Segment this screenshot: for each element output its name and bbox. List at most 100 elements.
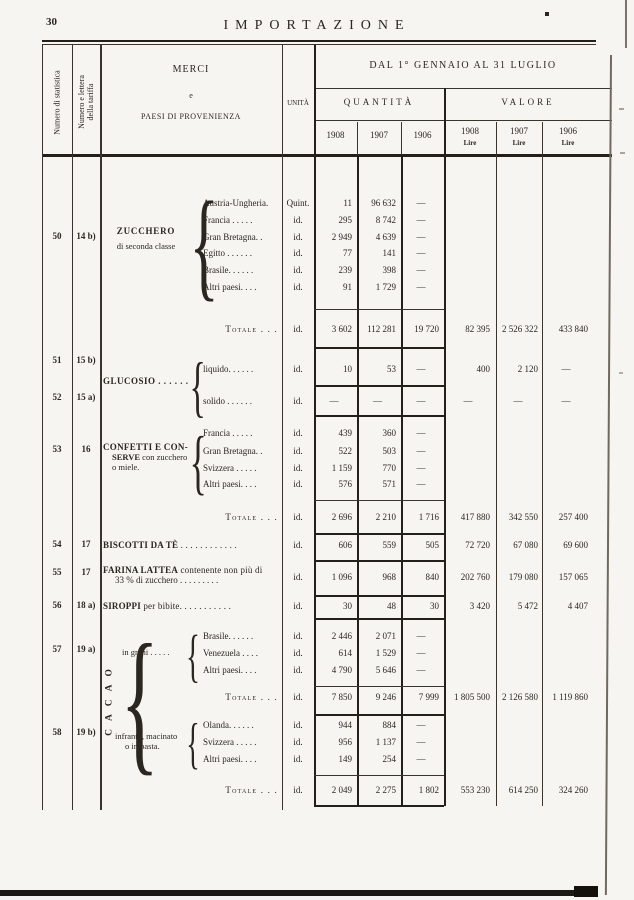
country-label: Francia . . . . . <box>203 215 253 225</box>
bottom-scan-bar <box>0 890 598 896</box>
stat-number: 53 <box>52 444 62 454</box>
qty-1906: 505 <box>425 540 440 550</box>
val-1907: 179 080 <box>508 572 538 582</box>
tariff-number: 17 <box>81 567 91 577</box>
qty-1906: — <box>416 631 426 641</box>
rule-header-bottom <box>42 154 612 157</box>
brace: { <box>189 422 207 502</box>
qty-1906: 19 720 <box>414 324 439 334</box>
totale-label: Totale . . . <box>225 512 278 522</box>
qty-1908: — <box>329 396 339 406</box>
val-1907: 5 472 <box>517 601 538 611</box>
column-header-quantita: QUANTITÀ <box>343 97 415 107</box>
qty-1907: 360 <box>382 428 397 438</box>
table-row: solido . . . . . . id. — — — — — — <box>0 394 634 408</box>
qty-1908: 239 <box>338 265 353 275</box>
country-label: Gran Bretagna. . <box>203 232 263 242</box>
qty-1907: 48 <box>387 601 396 611</box>
bottom-scan-bar-end <box>574 886 598 897</box>
table-row: Francia . . . . . id. 439 360 — <box>0 426 634 440</box>
table-row: Francia . . . . . id. 295 8 742 — <box>0 213 634 227</box>
country-label: Olanda. . . . . . <box>203 720 254 730</box>
qty-1908: 149 <box>338 754 353 764</box>
grid-line <box>496 122 497 806</box>
year-qty-1907: 1907 <box>370 130 388 140</box>
page-edge-line-top <box>625 0 627 48</box>
lire-label: Lire <box>561 139 575 147</box>
table-row-totale: Totale . . . id. 3 602 112 281 19 720 82… <box>0 322 634 336</box>
qty-1907: 4 639 <box>375 232 396 242</box>
country-label: Francia . . . . . <box>203 428 253 438</box>
table-row: Altri paesi. . . . id. 576 571 — <box>0 477 634 491</box>
unit-cell: id. <box>293 648 303 658</box>
table-row: Altri paesi. . . . id. 91 1 729 — <box>0 280 634 294</box>
grid-line <box>314 347 444 349</box>
table-row: Svizzera . . . . . id. 1 159 770 — <box>0 461 634 475</box>
grid-line <box>357 155 359 806</box>
qty-1907: 8 742 <box>375 215 396 225</box>
brace: { <box>189 348 206 424</box>
grid-line <box>314 560 444 562</box>
commodity-siroppi: SIROPPI <box>103 601 141 611</box>
country-label: Altri paesi. . . . <box>203 479 257 489</box>
commodity-biscotti: BISCOTTI DA TÈ <box>103 540 179 550</box>
column-header-paesi: PAESI DI PROVENIENZA <box>141 112 241 121</box>
table-row: Austria-Ungheria. Quint. 11 96 632 — <box>0 196 634 210</box>
unit-cell: id. <box>293 215 303 225</box>
qty-1907: 53 <box>387 364 396 374</box>
grid-line <box>314 385 444 387</box>
qty-1907: 968 <box>382 572 397 582</box>
country-label: Altri paesi. . . . <box>203 665 257 675</box>
country-label: Brasile. . . . . . <box>203 631 254 641</box>
grid-line <box>314 45 316 807</box>
rule-under-period <box>314 88 612 89</box>
qty-1907: 884 <box>382 720 397 730</box>
qty-1907: 398 <box>382 265 397 275</box>
unit-cell: id. <box>293 428 303 438</box>
commodity-confetti-l2-rest: con zucchero <box>140 452 188 462</box>
commodity-confetti-l3: o miele. <box>112 462 140 472</box>
qty-1908: 11 <box>343 198 352 208</box>
grid-line <box>314 686 444 687</box>
qty-1908: 606 <box>338 540 353 550</box>
unit-cell: id. <box>293 364 303 374</box>
unit-cell: id. <box>293 324 303 334</box>
commodity-confetti-l1: CONFETTI E CON- <box>103 442 189 452</box>
val-1906: 4 407 <box>567 601 588 611</box>
country-label: Svizzera . . . . . <box>203 463 257 473</box>
val-1907: 342 550 <box>508 512 538 522</box>
column-header-valore: VALORE <box>501 97 555 107</box>
qty-1907: 254 <box>382 754 397 764</box>
val-1908: 417 880 <box>460 512 490 522</box>
table-row: Brasile. . . . . . id. 2 446 2 071 — <box>0 629 634 643</box>
tariff-number: 18 a) <box>76 600 96 610</box>
grid-line <box>314 309 444 310</box>
country-label: Altri paesi. . . . <box>203 754 257 764</box>
qty-1906: — <box>416 754 426 764</box>
country-label: Gran Bretagna. . <box>203 446 263 456</box>
grid-line <box>282 45 283 810</box>
qty-1907: 112 281 <box>367 324 396 334</box>
val-1906: 1 119 860 <box>552 692 588 702</box>
country-label: Egitto . . . . . . <box>203 248 252 258</box>
unit-cell: id. <box>293 248 303 258</box>
totale-label: Totale . . . <box>225 692 278 702</box>
cacao-pasta-label2: o in pasta. <box>125 741 160 751</box>
unit-cell: id. <box>293 396 303 406</box>
qty-1908: 77 <box>343 248 352 258</box>
table-row: Altri paesi. . . . id. 4 790 5 646 — <box>0 663 634 677</box>
qty-1906: 840 <box>425 572 440 582</box>
table-row: Olanda. . . . . . id. 944 884 — <box>0 718 634 732</box>
totale-label: Totale . . . <box>225 324 278 334</box>
qty-1908: 1 159 <box>331 463 352 473</box>
tariff-number: 17 <box>81 539 91 549</box>
qty-1907: 141 <box>382 248 397 258</box>
qty-1906: — <box>416 720 426 730</box>
table-row: BISCOTTI DA TÈ . . . . . . . . . . . . i… <box>0 538 634 552</box>
qty-1906: 30 <box>430 601 439 611</box>
grid-line <box>314 775 444 776</box>
qty-1908: 439 <box>338 428 353 438</box>
grid-line <box>314 500 444 501</box>
qty-1907: 96 632 <box>371 198 396 208</box>
